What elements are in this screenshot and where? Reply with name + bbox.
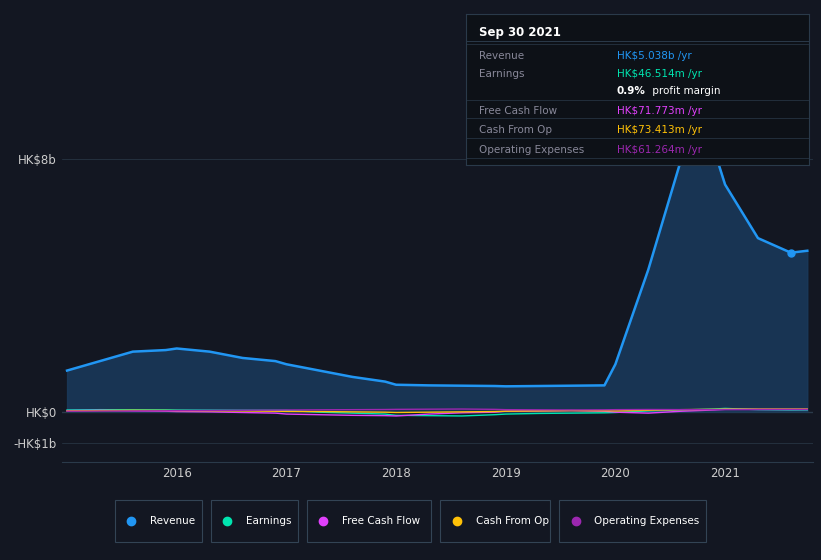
- Text: Revenue: Revenue: [479, 52, 525, 62]
- Text: Free Cash Flow: Free Cash Flow: [479, 106, 557, 116]
- Text: HK$71.773m /yr: HK$71.773m /yr: [617, 106, 701, 116]
- Text: Earnings: Earnings: [246, 516, 291, 526]
- Text: HK$5.038b /yr: HK$5.038b /yr: [617, 52, 691, 62]
- Text: Operating Expenses: Operating Expenses: [479, 145, 585, 155]
- Text: HK$73.413m /yr: HK$73.413m /yr: [617, 125, 701, 136]
- Text: Cash From Op: Cash From Op: [476, 516, 548, 526]
- Text: Earnings: Earnings: [479, 69, 525, 80]
- Text: Free Cash Flow: Free Cash Flow: [342, 516, 420, 526]
- Text: Operating Expenses: Operating Expenses: [594, 516, 699, 526]
- Text: Cash From Op: Cash From Op: [479, 125, 553, 136]
- Text: HK$61.264m /yr: HK$61.264m /yr: [617, 145, 701, 155]
- Text: HK$46.514m /yr: HK$46.514m /yr: [617, 69, 701, 80]
- Text: 0.9%: 0.9%: [617, 86, 645, 96]
- Text: Revenue: Revenue: [150, 516, 195, 526]
- Text: profit margin: profit margin: [649, 86, 721, 96]
- Text: Sep 30 2021: Sep 30 2021: [479, 26, 561, 39]
